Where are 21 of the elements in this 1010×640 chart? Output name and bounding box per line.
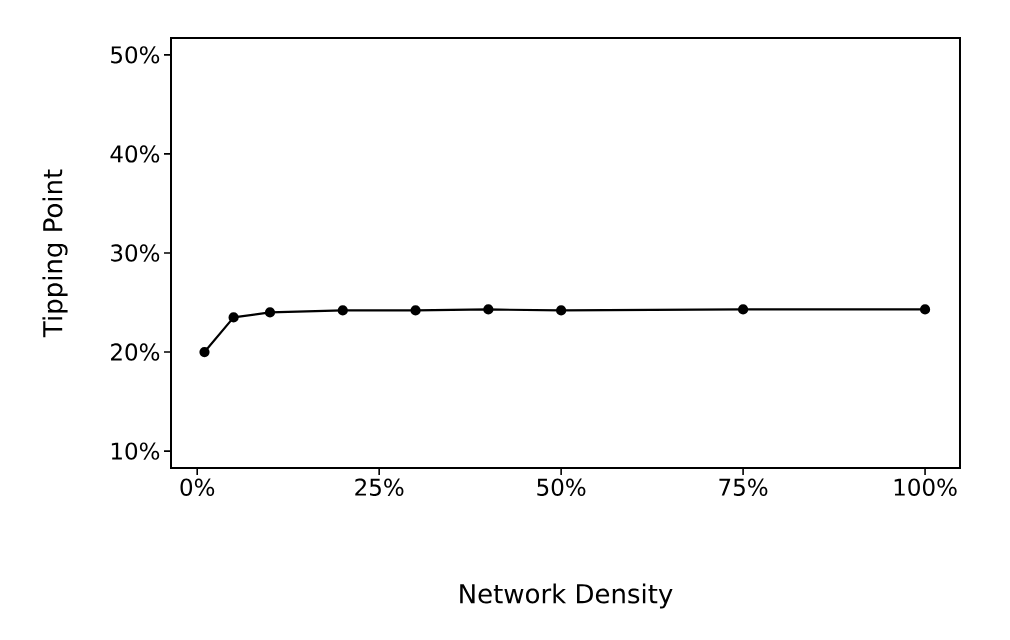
x-axis-title: Network Density <box>460 583 673 609</box>
x-tick-label: 100% <box>894 478 957 496</box>
point <box>337 305 348 316</box>
point <box>738 304 749 315</box>
point <box>410 305 421 316</box>
x-tick-label: 75% <box>719 478 768 496</box>
point <box>264 307 276 318</box>
y-tick-label: 30% <box>111 244 160 262</box>
y-tick-label: 20% <box>111 343 160 361</box>
point <box>556 305 567 316</box>
x-tick-label: 0% <box>180 478 215 496</box>
point <box>228 312 239 323</box>
point <box>199 346 210 358</box>
x-tick-label: 25% <box>355 478 404 496</box>
y-tick-label: 10% <box>111 442 160 460</box>
x-tick-label: 50% <box>537 478 586 496</box>
y-tick-label: 50% <box>111 46 160 64</box>
point <box>483 304 494 315</box>
y-tick-label: 40% <box>110 145 160 163</box>
point <box>919 304 931 315</box>
y-axis-title: Tipping Point <box>42 169 68 338</box>
